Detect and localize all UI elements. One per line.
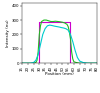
SART-Gauss bbox=[47, 25, 48, 26]
SART bbox=[73, 61, 74, 62]
SART bbox=[48, 20, 49, 21]
SART-Gauss bbox=[21, 63, 23, 64]
Ideal bbox=[70, 63, 71, 64]
SART bbox=[70, 38, 71, 39]
SART bbox=[36, 60, 38, 61]
SART bbox=[33, 63, 34, 64]
SART-Gauss bbox=[68, 30, 69, 31]
SART-Gauss bbox=[94, 63, 95, 64]
SART-Gauss bbox=[56, 26, 57, 27]
SART bbox=[53, 21, 54, 22]
X-axis label: Position (mm): Position (mm) bbox=[45, 72, 74, 76]
SART bbox=[79, 63, 80, 64]
Ideal bbox=[39, 21, 40, 22]
SART-Gauss bbox=[40, 44, 41, 45]
Line: SART-Gauss: SART-Gauss bbox=[22, 25, 97, 63]
SART bbox=[91, 63, 92, 64]
SART bbox=[39, 34, 40, 35]
SART-Gauss bbox=[38, 54, 39, 55]
SART-Gauss bbox=[87, 63, 88, 64]
SART-Gauss bbox=[49, 25, 50, 26]
SART-Gauss bbox=[51, 25, 53, 26]
SART bbox=[55, 21, 56, 22]
SART bbox=[38, 51, 39, 52]
SART bbox=[41, 21, 42, 22]
SART bbox=[62, 22, 63, 23]
Ideal bbox=[39, 63, 40, 64]
SART bbox=[50, 21, 51, 22]
SART-Gauss bbox=[35, 60, 36, 61]
SART-Gauss bbox=[79, 61, 80, 62]
Ideal bbox=[21, 63, 23, 64]
SART-Gauss bbox=[54, 26, 55, 27]
Line: Ideal: Ideal bbox=[22, 21, 97, 63]
Ideal bbox=[96, 63, 98, 64]
SART-Gauss bbox=[58, 26, 60, 28]
Ideal bbox=[70, 21, 71, 22]
SART bbox=[66, 24, 68, 25]
SART bbox=[96, 63, 98, 64]
SART bbox=[85, 63, 86, 64]
Line: SART: SART bbox=[22, 20, 97, 63]
SART-Gauss bbox=[65, 28, 66, 29]
SART-Gauss bbox=[30, 63, 31, 64]
SART-Gauss bbox=[33, 62, 34, 63]
SART bbox=[60, 21, 61, 22]
SART bbox=[64, 22, 65, 24]
SART bbox=[35, 62, 36, 63]
SART-Gauss bbox=[44, 28, 46, 29]
SART-Gauss bbox=[42, 34, 43, 35]
SART-Gauss bbox=[77, 57, 78, 58]
SART-Gauss bbox=[72, 41, 73, 42]
SART-Gauss bbox=[74, 50, 76, 51]
SART-Gauss bbox=[70, 34, 71, 35]
SART-Gauss bbox=[63, 27, 64, 29]
SART bbox=[69, 31, 70, 32]
SART bbox=[72, 58, 73, 60]
SART bbox=[43, 20, 44, 21]
SART bbox=[40, 25, 41, 26]
SART-Gauss bbox=[83, 62, 84, 63]
SART-Gauss bbox=[96, 63, 98, 64]
SART bbox=[71, 51, 72, 52]
SART bbox=[68, 26, 69, 27]
SART bbox=[76, 62, 77, 63]
Y-axis label: Intensity (nu): Intensity (nu) bbox=[6, 19, 10, 47]
SART-Gauss bbox=[61, 27, 62, 28]
SART bbox=[57, 21, 58, 22]
SART bbox=[46, 20, 47, 21]
SART bbox=[21, 63, 23, 64]
